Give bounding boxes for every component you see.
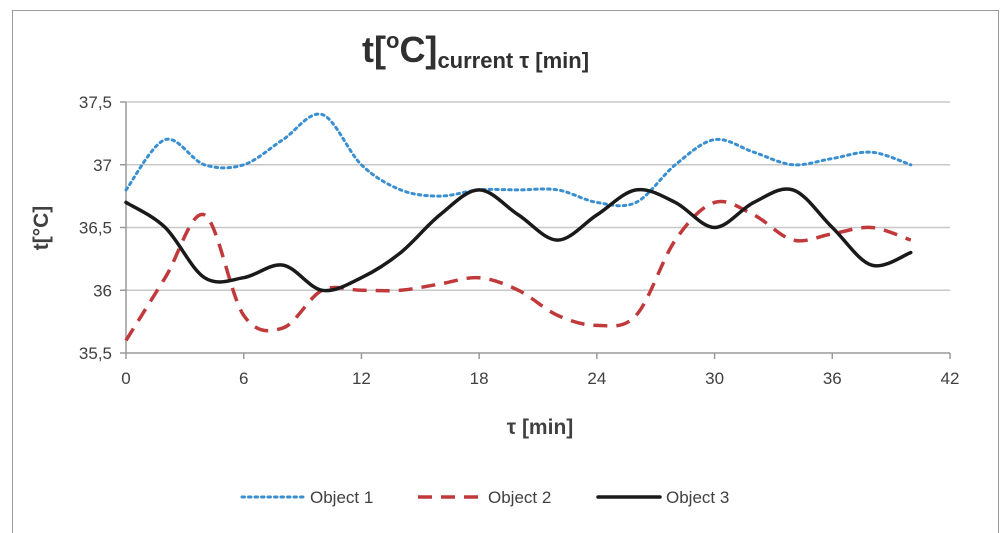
x-tick-label: 42 xyxy=(941,369,960,388)
x-tick-label: 24 xyxy=(587,369,606,388)
legend-label-object-3: Object 3 xyxy=(666,488,729,507)
chart-frame xyxy=(12,10,999,533)
y-tick-label: 37 xyxy=(93,156,112,175)
x-tick-label: 6 xyxy=(239,369,248,388)
legend-label-object-1: Object 1 xyxy=(310,488,373,507)
y-tick-labels: 35,5 36 36,5 37 37,5 xyxy=(79,93,126,363)
title-main: t[ xyxy=(362,29,386,70)
legend-label-object-2: Object 2 xyxy=(488,488,551,507)
y-axis-label: t[°C] xyxy=(30,206,53,251)
x-tick-label: 30 xyxy=(705,369,724,388)
grid-lines xyxy=(126,101,950,291)
x-axis-label: τ [min] xyxy=(507,416,574,439)
y-tick-label: 35,5 xyxy=(79,344,112,363)
x-tick-label: 12 xyxy=(352,369,371,388)
series-line-object-3 xyxy=(124,187,913,293)
chart-title: t[oC]current τ [min] xyxy=(362,28,589,73)
title-main-2: C] xyxy=(399,29,437,70)
y-tick-label: 36,5 xyxy=(79,219,112,238)
series-line-object-2 xyxy=(124,199,912,342)
x-tick-label: 36 xyxy=(823,369,842,388)
svg-text:t[oC]current τ [min]: t[oC]current τ [min] xyxy=(362,28,589,73)
y-tick-label: 37,5 xyxy=(79,93,112,112)
x-tick-label: 18 xyxy=(470,369,489,388)
series-line-object-1 xyxy=(124,112,913,208)
y-tick-label: 36 xyxy=(93,281,112,300)
title-superscript: o xyxy=(386,28,399,53)
title-subscript: current τ [min] xyxy=(437,48,589,73)
x-tick-label: 0 xyxy=(121,369,130,388)
series-lines xyxy=(124,112,913,342)
legend: Object 1 Object 2 Object 3 xyxy=(240,488,729,507)
x-tick-labels: 0 6 12 18 24 30 36 42 xyxy=(121,353,959,388)
